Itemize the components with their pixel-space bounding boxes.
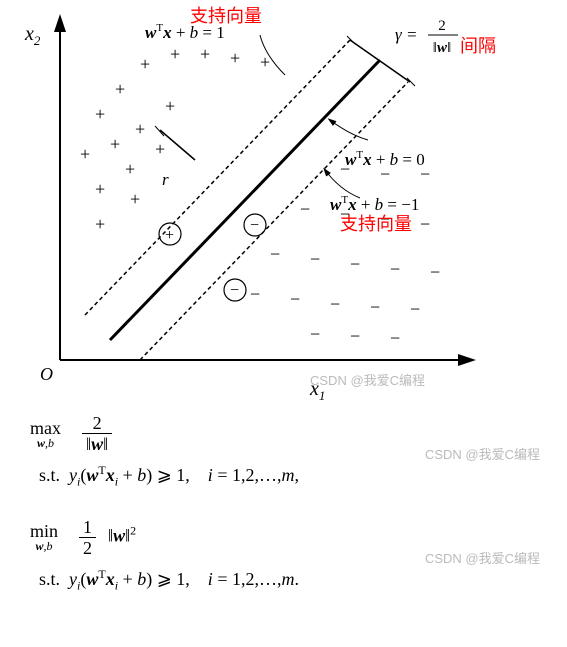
formula-area: max w,b 2 ‖w‖ s.t. yi(wTxi + b) ⩾ 1, i =… bbox=[30, 410, 550, 621]
svg-text:−: − bbox=[430, 262, 440, 282]
svg-text:+: + bbox=[165, 227, 174, 244]
svg-text:−: − bbox=[410, 299, 420, 319]
min-coeff: 1 2 bbox=[79, 518, 96, 557]
negative-points: −−− −−−− −−−−− −−−−− −−− bbox=[250, 159, 440, 348]
min-formula-block: min w,b 1 2 ‖w‖2 s.t. yi(wTxi + b) ⩾ 1, … bbox=[30, 518, 550, 594]
svg-text:+: + bbox=[230, 48, 240, 68]
gamma-bracket bbox=[350, 40, 410, 82]
svg-text:+: + bbox=[80, 144, 90, 164]
svg-text:+: + bbox=[200, 44, 210, 64]
gamma-den: ‖w‖ bbox=[433, 40, 451, 56]
y-axis-label: x2 bbox=[24, 23, 41, 48]
min-operator: min w,b bbox=[30, 522, 58, 552]
max-constraint: s.t. yi(wTxi + b) ⩾ 1, i = 1,2,…,m, bbox=[30, 463, 550, 490]
svg-text:−: − bbox=[230, 282, 239, 299]
svg-text:−: − bbox=[250, 217, 259, 234]
svg-text:+: + bbox=[95, 214, 105, 234]
r-label: r bbox=[162, 170, 169, 189]
watermark-diagram: CSDN @我爱C编程 bbox=[310, 373, 425, 388]
svg-text:+: + bbox=[95, 104, 105, 124]
svm-svg: x2 x1 O r +++ ++++ +++ +++ +++ −−− −−−− … bbox=[0, 0, 567, 400]
svg-text:−: − bbox=[290, 289, 300, 309]
svg-text:+: + bbox=[155, 139, 165, 159]
svg-text:−: − bbox=[300, 199, 310, 219]
margin-label: 间隔 bbox=[460, 32, 496, 58]
svg-text:−: − bbox=[270, 244, 280, 264]
svg-text:+: + bbox=[170, 44, 180, 64]
watermark-max: CSDN @我爱C编程 bbox=[425, 444, 540, 463]
svg-text:−: − bbox=[310, 324, 320, 344]
svg-text:+: + bbox=[110, 134, 120, 154]
r-segment bbox=[160, 130, 195, 160]
watermark-min: CSDN @我爱C编程 bbox=[425, 548, 540, 567]
svg-text:+: + bbox=[130, 189, 140, 209]
max-objective: 2 ‖w‖ bbox=[82, 414, 112, 453]
svg-text:−: − bbox=[390, 328, 400, 348]
min-constraint: s.t. yi(wTxi + b) ⩾ 1, i = 1,2,…,m. bbox=[30, 567, 550, 594]
arrow-to-hyperplane bbox=[330, 120, 368, 140]
svg-text:+: + bbox=[125, 159, 135, 179]
svg-text:−: − bbox=[310, 249, 320, 269]
hyperplane-label: wTx + b = 0 bbox=[345, 149, 425, 169]
svg-text:+: + bbox=[140, 54, 150, 74]
svg-text:−: − bbox=[370, 297, 380, 317]
svg-text:−: − bbox=[350, 254, 360, 274]
svg-text:+: + bbox=[115, 79, 125, 99]
svg-text:+: + bbox=[165, 96, 175, 116]
origin-label: O bbox=[40, 364, 53, 384]
svg-text:+: + bbox=[135, 119, 145, 139]
gamma-symbol: γ = bbox=[395, 25, 417, 44]
svg-text:+: + bbox=[95, 179, 105, 199]
max-formula-block: max w,b 2 ‖w‖ s.t. yi(wTxi + b) ⩾ 1, i =… bbox=[30, 414, 550, 490]
support-vector-label-top: 支持向量 bbox=[190, 2, 262, 28]
support-vector-label-bottom: 支持向量 bbox=[340, 210, 412, 236]
svg-text:−: − bbox=[350, 326, 360, 346]
svg-text:−: − bbox=[250, 284, 260, 304]
svm-diagram: 支持向量 间隔 支持向量 x2 x1 O r +++ bbox=[0, 0, 567, 400]
svg-text:−: − bbox=[390, 259, 400, 279]
svg-text:−: − bbox=[330, 294, 340, 314]
max-operator: max w,b bbox=[30, 419, 61, 449]
svg-text:−: − bbox=[420, 214, 430, 234]
gamma-num: 2 bbox=[438, 18, 446, 34]
